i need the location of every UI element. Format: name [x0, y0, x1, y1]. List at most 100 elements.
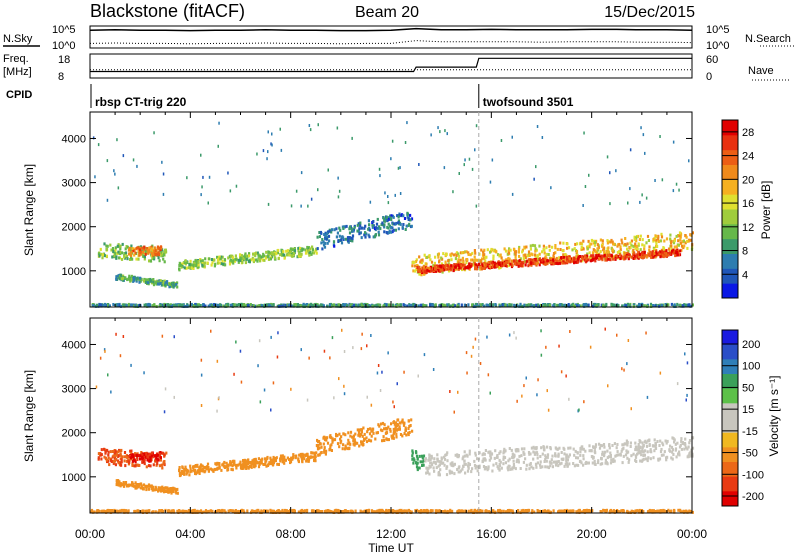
- echo-cell: [530, 258, 533, 262]
- echo-cell: [341, 447, 344, 451]
- echo-cell: [655, 242, 658, 246]
- echo-cell: [211, 509, 214, 513]
- echo-cell: [379, 428, 383, 432]
- echo-cell: [123, 451, 127, 454]
- echo-cell: [691, 436, 695, 440]
- echo-cell: [600, 457, 603, 461]
- echo-cell: [678, 445, 682, 449]
- echo-cell: [406, 212, 409, 216]
- echo-cell: [672, 189, 675, 193]
- echo-cell: [596, 247, 599, 251]
- echo-cell: [559, 462, 562, 466]
- echo-cell: [291, 252, 294, 255]
- echo-cell: [168, 285, 171, 289]
- echo-cell: [517, 247, 521, 251]
- echo-cell: [426, 266, 429, 270]
- echo-cell: [289, 247, 293, 251]
- echo-cell: [252, 258, 255, 262]
- echo-cell: [438, 460, 441, 464]
- echo-cell: [277, 304, 281, 308]
- echo-cell: [549, 446, 552, 449]
- echo-cell: [576, 253, 579, 257]
- echo-cell: [323, 233, 326, 236]
- echo-cell: [476, 303, 479, 306]
- echo-cell: [391, 139, 394, 143]
- echo-cell: [494, 263, 497, 267]
- echo-cell: [367, 219, 370, 223]
- echo-cell: [545, 252, 548, 256]
- echo-cell: [256, 304, 259, 308]
- echo-cell: [467, 303, 470, 307]
- echo-cell: [346, 447, 349, 451]
- echo-cell: [662, 255, 665, 259]
- echo-cell: [143, 255, 146, 259]
- echo-cell: [139, 482, 142, 486]
- echo-cell: [283, 256, 286, 260]
- echo-cell: [611, 240, 614, 244]
- echo-cell: [255, 460, 258, 464]
- echo-cell: [333, 244, 336, 248]
- echo-cell: [492, 303, 495, 307]
- echo-cell: [153, 454, 157, 458]
- echo-cell: [500, 264, 504, 267]
- echo-cell: [209, 509, 212, 513]
- echo-cell: [227, 464, 230, 468]
- echo-cell: [592, 456, 595, 460]
- echo-cell: [513, 303, 516, 307]
- echo-cell: [620, 509, 623, 513]
- echo-cell: [375, 431, 378, 435]
- echo-cell: [309, 455, 312, 459]
- echo-cell: [412, 269, 415, 273]
- echo-cell: [134, 247, 137, 251]
- echo-cell: [299, 304, 302, 308]
- echo-cell: [457, 263, 460, 267]
- echo-cell: [450, 258, 453, 262]
- echo-cell: [671, 457, 674, 461]
- echo-cell: [524, 457, 527, 461]
- echo-cell: [203, 465, 206, 469]
- echo-cell: [296, 304, 299, 308]
- echo-cell: [91, 304, 95, 308]
- echo-cell: [358, 227, 361, 231]
- echo-cell: [605, 250, 608, 253]
- echo-cell: [339, 441, 342, 445]
- echo-cell: [526, 259, 529, 263]
- echo-cell: [517, 458, 520, 462]
- echo-cell: [430, 260, 434, 264]
- echo-cell: [655, 251, 658, 255]
- echo-cell: [151, 486, 154, 490]
- echo-cell: [240, 257, 243, 260]
- echo-cell: [342, 303, 345, 307]
- echo-cell: [323, 446, 326, 450]
- echo-cell: [410, 217, 414, 221]
- echo-cell: [494, 449, 497, 453]
- echo-cell: [539, 510, 542, 514]
- echo-cell: [382, 216, 385, 220]
- echo-cell: [303, 457, 306, 461]
- echo-cell: [343, 225, 346, 229]
- echo-cell: [164, 250, 167, 254]
- echo-cell: [244, 261, 247, 265]
- echo-cell: [414, 450, 418, 454]
- echo-cell: [679, 241, 682, 245]
- echo-cell: [332, 240, 336, 244]
- echo-cell: [144, 252, 147, 256]
- echo-cell: [601, 239, 604, 243]
- echo-cell: [118, 480, 121, 484]
- echo-cell: [687, 455, 690, 459]
- echo-cell: [143, 257, 146, 261]
- echo-cell: [576, 451, 579, 455]
- echo-cell: [299, 452, 302, 456]
- echo-cell: [437, 267, 440, 271]
- echo-cell: [539, 455, 542, 458]
- echo-cell: [441, 270, 444, 274]
- nsearch-label: N.Search: [745, 33, 791, 45]
- echo-cell: [222, 464, 225, 468]
- echo-cell: [227, 468, 230, 471]
- echo-cell: [600, 256, 603, 260]
- echo-cell: [202, 175, 204, 179]
- echo-cell: [239, 462, 242, 466]
- echo-cell: [210, 258, 213, 261]
- echo-cell: [477, 304, 480, 308]
